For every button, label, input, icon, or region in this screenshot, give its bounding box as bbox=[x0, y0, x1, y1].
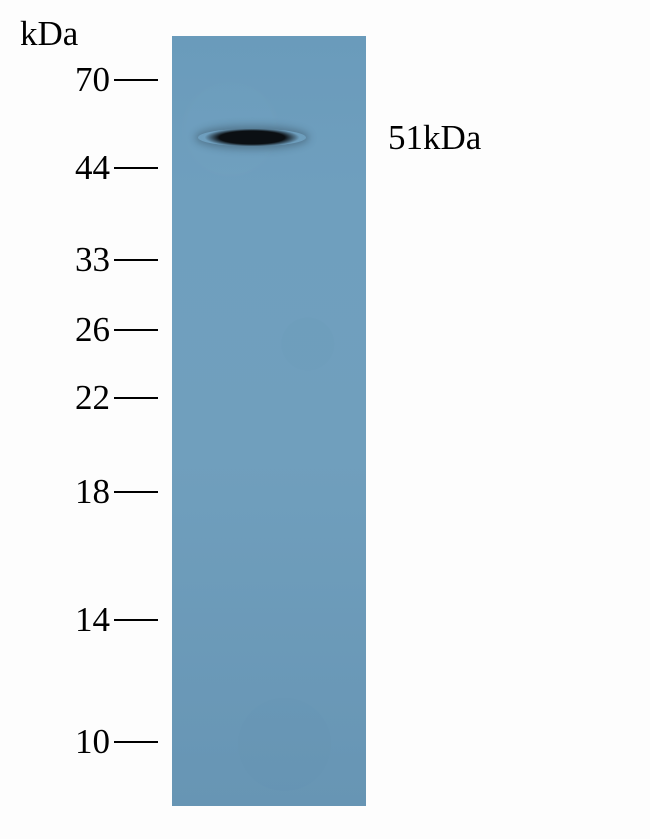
ladder-tick bbox=[114, 491, 158, 494]
ladder-label: 18 bbox=[50, 472, 110, 512]
ladder-label: 26 bbox=[50, 310, 110, 350]
ladder-label: 10 bbox=[50, 722, 110, 762]
gel-lane bbox=[172, 36, 366, 806]
protein-band bbox=[198, 129, 306, 146]
ladder-tick bbox=[114, 741, 158, 744]
ladder-label: 33 bbox=[50, 240, 110, 280]
ladder-tick bbox=[114, 619, 158, 622]
ladder-tick bbox=[114, 259, 158, 262]
unit-label: kDa bbox=[20, 14, 78, 54]
ladder-label: 14 bbox=[50, 600, 110, 640]
ladder-tick bbox=[114, 167, 158, 170]
ladder-tick bbox=[114, 329, 158, 332]
blot-figure: kDa 70 44 33 26 22 18 14 10 51kDa bbox=[0, 0, 650, 839]
ladder-tick bbox=[114, 79, 158, 82]
lane-noise bbox=[172, 36, 366, 806]
ladder-label: 44 bbox=[50, 148, 110, 188]
ladder-label: 22 bbox=[50, 378, 110, 418]
ladder-label: 70 bbox=[50, 60, 110, 100]
ladder-tick bbox=[114, 397, 158, 400]
band-annotation: 51kDa bbox=[388, 118, 481, 158]
